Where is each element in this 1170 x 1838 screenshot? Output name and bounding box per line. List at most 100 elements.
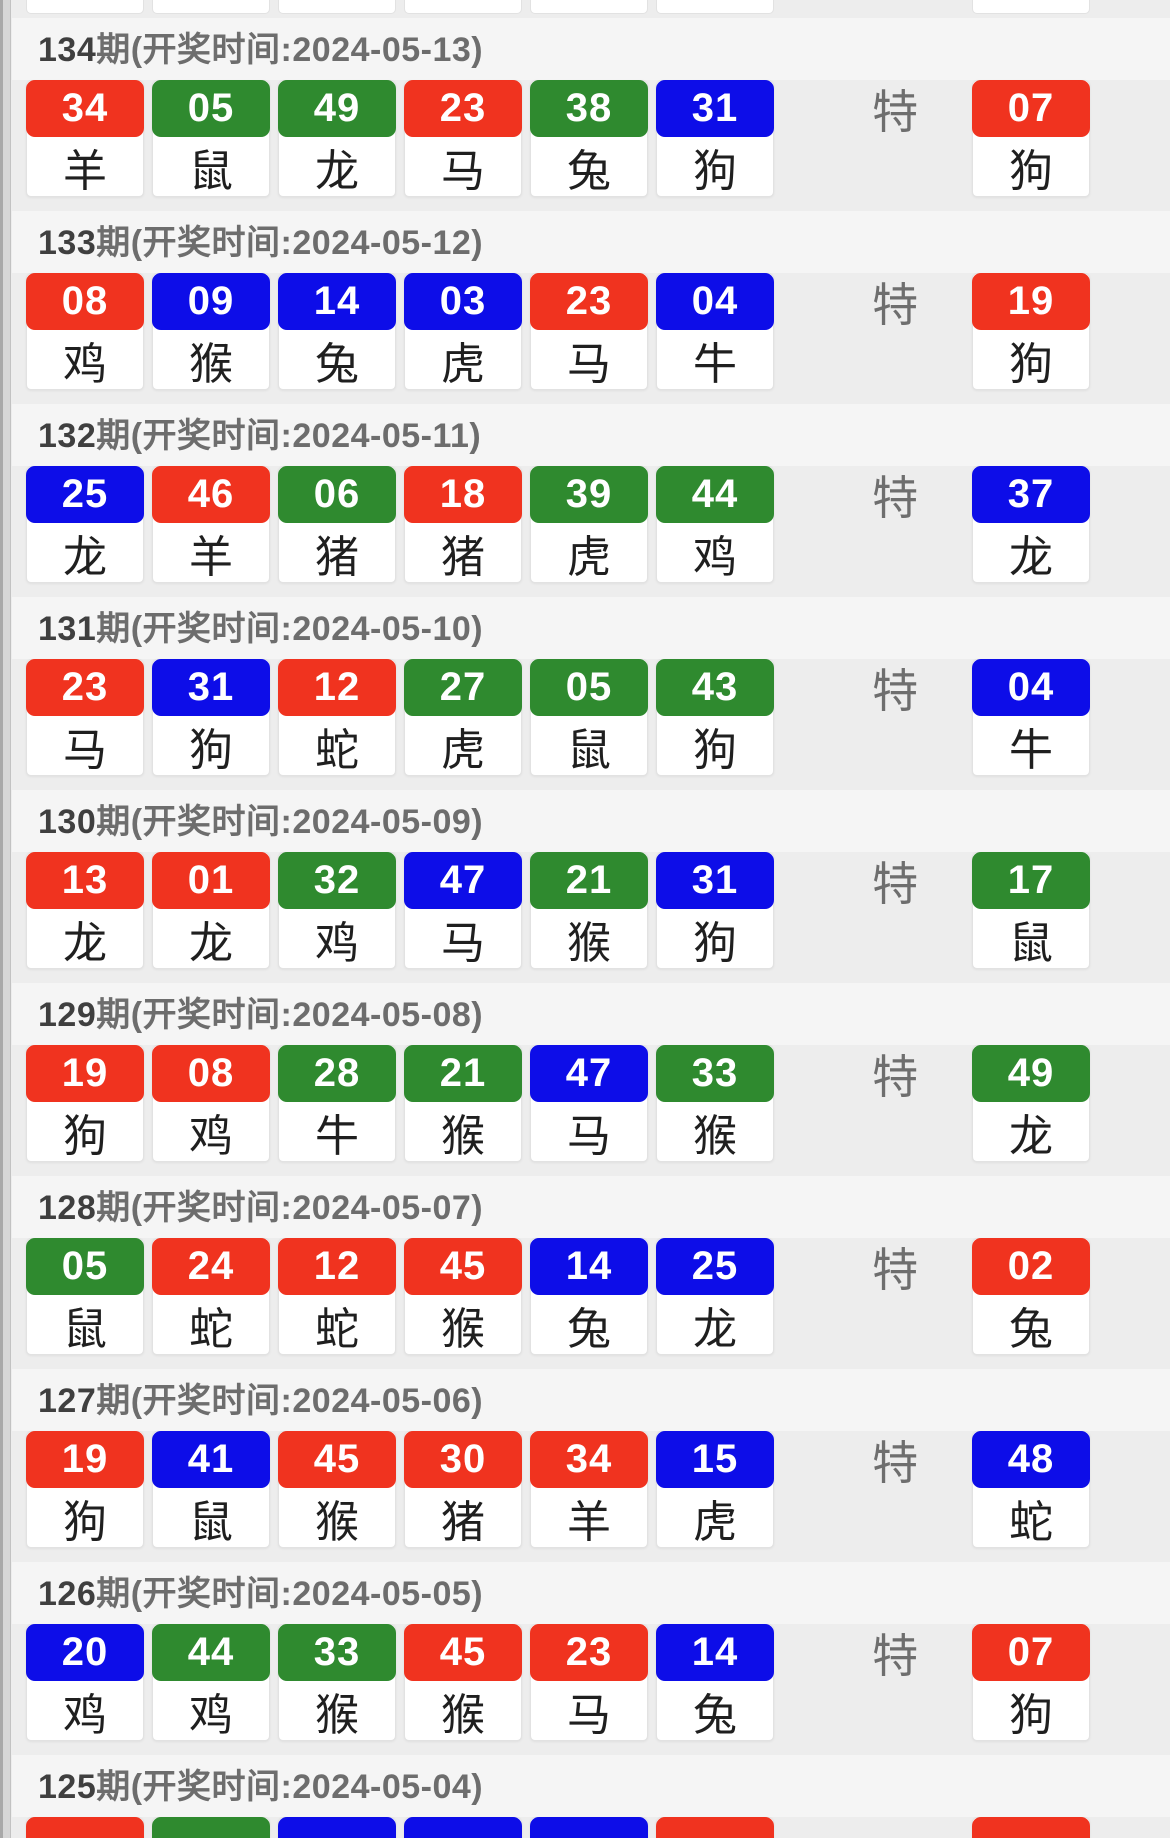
pre-special-gap — [782, 466, 863, 467]
number-box: 19 — [26, 1045, 144, 1102]
zodiac-label: 鸡 — [189, 1690, 233, 1740]
zodiac-label: 牛 — [315, 1111, 359, 1161]
number-cell: 49 龙 — [278, 80, 396, 197]
zodiac-label: 狗 — [189, 725, 233, 775]
special-zodiac-label: 狗 — [1009, 146, 1053, 196]
zodiac-label: 龙 — [63, 918, 107, 968]
draw-header-suffix: 期(开奖时间:2024-05-10) — [96, 610, 484, 648]
zodiac-label: 羊 — [63, 146, 107, 196]
special-marker: 特 — [872, 278, 919, 331]
zodiac-label: 鸡 — [315, 918, 359, 968]
special-number-cell: 19 狗 — [972, 273, 1090, 390]
zodiac-label: 龙 — [693, 1304, 737, 1354]
number-cell: 32 鸡 — [278, 852, 396, 969]
number-box: 14 — [530, 1238, 648, 1295]
pre-special-gap — [782, 1624, 863, 1625]
number-value: 31 — [691, 86, 739, 130]
number-cell: 14 兔 — [278, 273, 396, 390]
draw-period: 134 — [38, 31, 97, 69]
number-value: 05 — [61, 1244, 109, 1288]
number-cell: 34 羊 — [26, 80, 144, 197]
number-cell: 14 兔 — [656, 1624, 774, 1741]
special-number-box: 49 — [972, 1045, 1090, 1102]
left-scrollbar[interactable] — [0, 0, 11, 1838]
number-cell: 46 羊 — [152, 466, 270, 583]
number-value: 08 — [187, 1051, 235, 1095]
number-cell: 43 狗 — [656, 659, 774, 776]
number-cell: 30 猪 — [404, 1431, 522, 1548]
zodiac-label: 牛 — [693, 339, 737, 389]
special-number-box: 19 — [972, 273, 1090, 330]
number-box — [530, 1817, 648, 1838]
number-cell: 19 狗 — [26, 1045, 144, 1162]
number-box: 28 — [278, 1045, 396, 1102]
number-cell: 15 虎 — [656, 1431, 774, 1548]
zodiac-label: 鼠 — [567, 725, 611, 775]
number-box: 31 — [656, 80, 774, 137]
number-box: 44 — [656, 466, 774, 523]
post-special-gap — [927, 1624, 964, 1625]
special-zodiac-label: 鼠 — [1009, 918, 1053, 968]
special-number-box: 07 — [972, 1624, 1090, 1681]
number-value: 24 — [187, 1244, 235, 1288]
number-cell: 04 牛 — [656, 273, 774, 390]
zodiac-label: 马 — [441, 146, 485, 196]
number-box: 32 — [278, 852, 396, 909]
number-box: 20 — [26, 1624, 144, 1681]
sliver-cell — [278, 1817, 396, 1838]
number-value: 21 — [565, 858, 613, 902]
number-box: 13 — [26, 852, 144, 909]
zodiac-label: 兔 — [567, 146, 611, 196]
number-value: 04 — [691, 279, 739, 323]
number-cell: 08 鸡 — [152, 1045, 270, 1162]
zodiac-label: 猪 — [441, 1497, 485, 1547]
special-number-cell: 17 鼠 — [972, 852, 1090, 969]
zodiac-label: 猴 — [441, 1690, 485, 1740]
number-value: 43 — [691, 665, 739, 709]
number-box: 21 — [530, 852, 648, 909]
number-value: 34 — [61, 86, 109, 130]
special-marker: 特 — [872, 85, 919, 138]
zodiac-label: 狗 — [693, 918, 737, 968]
number-value: 08 — [61, 279, 109, 323]
draw-period: 132 — [38, 417, 97, 455]
number-box: 49 — [278, 80, 396, 137]
draw-block: 128期(开奖时间:2024-05-07) 05 鼠 24 蛇 12 蛇 — [12, 1176, 1170, 1355]
number-box — [152, 1817, 270, 1838]
column-stub — [404, 0, 522, 14]
special-zodiac-label: 狗 — [1009, 1690, 1053, 1740]
column-stub — [152, 0, 270, 14]
draw-header-suffix: 期(开奖时间:2024-05-11) — [96, 417, 482, 455]
number-box: 46 — [152, 466, 270, 523]
special-zodiac-label: 蛇 — [1009, 1497, 1053, 1547]
draw-block: 133期(开奖时间:2024-05-12) 08 鸡 09 猴 14 兔 — [12, 211, 1170, 390]
special-zodiac-label: 龙 — [1009, 1111, 1053, 1161]
zodiac-label: 鸡 — [189, 1111, 233, 1161]
number-value: 06 — [313, 472, 361, 516]
zodiac-label: 龙 — [315, 146, 359, 196]
number-cell: 25 龙 — [26, 466, 144, 583]
draw-block: 129期(开奖时间:2024-05-08) 19 狗 08 鸡 28 牛 — [12, 983, 1170, 1162]
number-value: 27 — [439, 665, 487, 709]
special-number-value: 37 — [1007, 472, 1055, 516]
column-stub — [26, 0, 144, 14]
draw-row: 08 鸡 09 猴 14 兔 03 虎 23 — [12, 273, 1170, 390]
post-special-gap — [927, 1238, 964, 1239]
number-box: 14 — [278, 273, 396, 330]
zodiac-label: 虎 — [693, 1497, 737, 1547]
number-box: 47 — [530, 1045, 648, 1102]
zodiac-label: 龙 — [63, 532, 107, 582]
draw-block: 131期(开奖时间:2024-05-10) 23 马 31 狗 12 蛇 — [12, 597, 1170, 776]
number-box: 34 — [530, 1431, 648, 1488]
zodiac-label: 猴 — [315, 1690, 359, 1740]
zodiac-label: 虎 — [441, 725, 485, 775]
number-cell: 05 鼠 — [530, 659, 648, 776]
number-cell: 24 蛇 — [152, 1238, 270, 1355]
number-box: 04 — [656, 273, 774, 330]
pre-special-gap — [782, 0, 863, 1]
special-number-box: 37 — [972, 466, 1090, 523]
number-cell: 14 兔 — [530, 1238, 648, 1355]
draw-header: 126期(开奖时间:2024-05-05) — [12, 1562, 1170, 1624]
number-cell: 45 猴 — [404, 1624, 522, 1741]
number-value: 32 — [313, 858, 361, 902]
